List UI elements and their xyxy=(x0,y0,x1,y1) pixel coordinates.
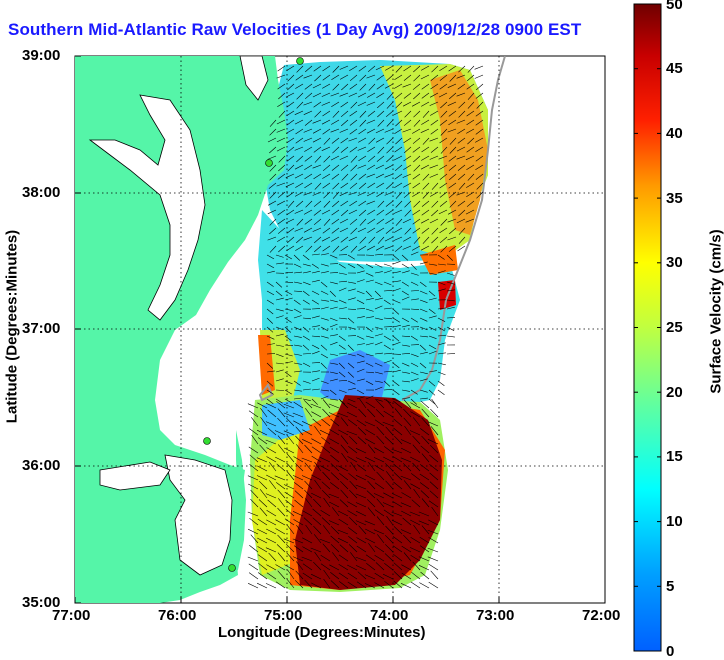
y-tick-label: 39:00 xyxy=(22,47,60,64)
colorbar-title: Surface Velocity (cm/s) xyxy=(708,212,724,412)
colorbar-tick-label: 30 xyxy=(666,254,683,271)
colorbar-tick-label: 20 xyxy=(666,384,683,401)
y-tick-label: 38:00 xyxy=(22,184,60,201)
map-title: Southern Mid-Atlantic Raw Velocities (1 … xyxy=(8,20,581,40)
colorbar-tick-label: 50 xyxy=(666,0,683,13)
x-tick-label: 76:00 xyxy=(158,607,196,624)
station-marker xyxy=(266,160,273,167)
x-tick-label: 75:00 xyxy=(264,607,302,624)
x-tick-label: 77:00 xyxy=(52,607,90,624)
colorbar-tick-label: 5 xyxy=(666,578,674,595)
x-tick-label: 73:00 xyxy=(476,607,514,624)
colorbar-tick-label: 35 xyxy=(666,190,683,207)
x-tick-label: 74:00 xyxy=(370,607,408,624)
colorbar-tick-label: 10 xyxy=(666,513,683,530)
y-tick-label: 37:00 xyxy=(22,320,60,337)
y-tick-label: 36:00 xyxy=(22,457,60,474)
colorbar-tick-label: 40 xyxy=(666,125,683,142)
station-marker xyxy=(297,58,304,65)
colorbar-tick-label: 0 xyxy=(666,643,674,660)
colorbar-tick-label: 25 xyxy=(666,319,683,336)
colorbar-tick-label: 45 xyxy=(666,60,683,77)
colorbar xyxy=(634,4,661,651)
x-axis-title: Longitude (Degrees:Minutes) xyxy=(218,624,426,641)
colorbar-tick-label: 15 xyxy=(666,448,683,465)
station-marker xyxy=(229,565,236,572)
y-axis-title: Latitude (Degrees:Minutes) xyxy=(4,227,21,427)
x-tick-label: 72:00 xyxy=(582,607,620,624)
station-marker xyxy=(204,438,211,445)
